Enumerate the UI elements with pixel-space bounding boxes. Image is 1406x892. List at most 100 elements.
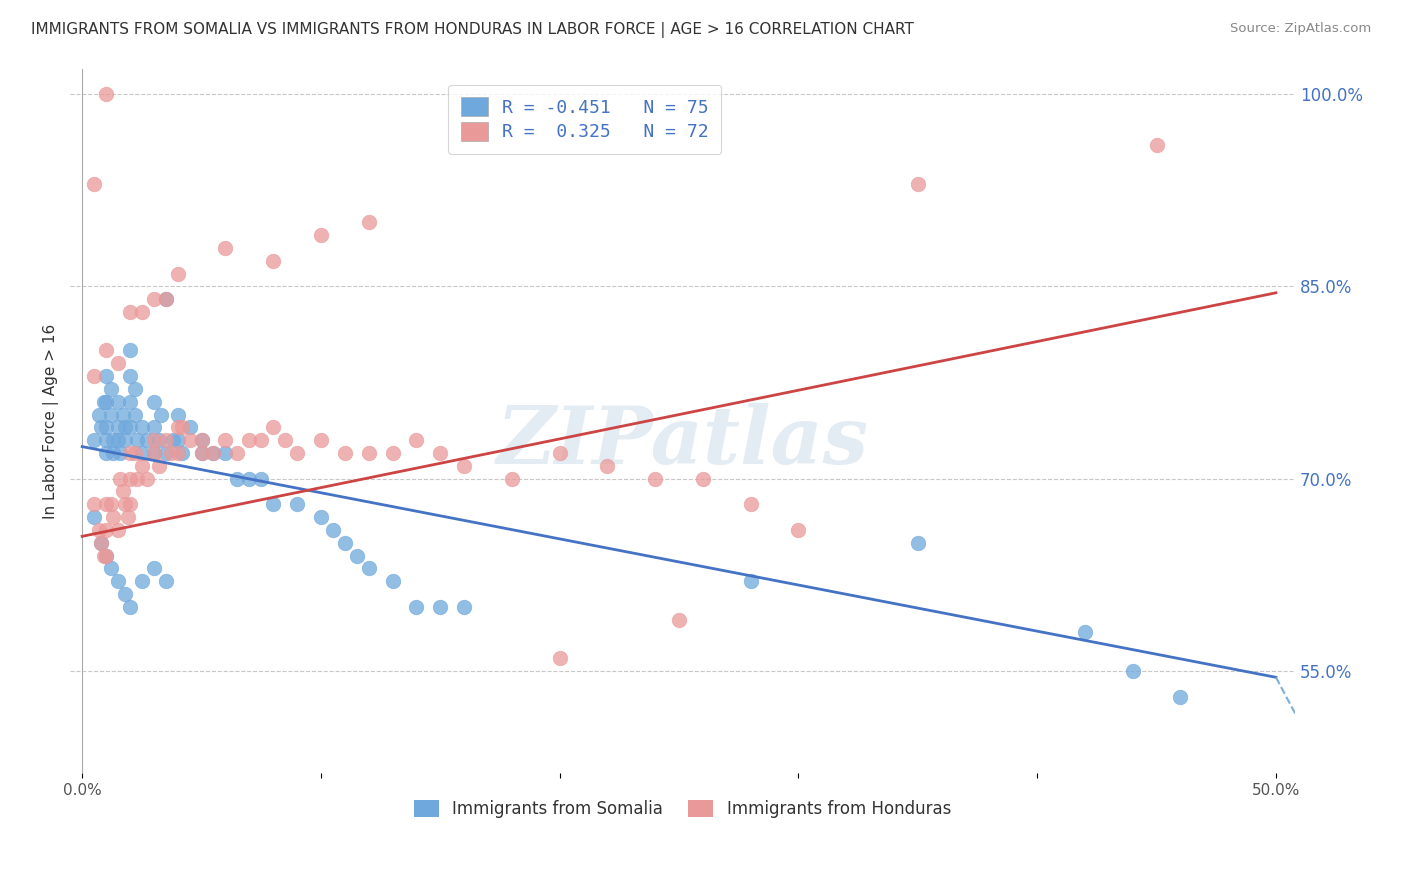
Point xyxy=(93,549,115,563)
Point xyxy=(107,420,129,434)
Point xyxy=(94,549,117,563)
Point xyxy=(83,497,105,511)
Point xyxy=(453,458,475,473)
Point xyxy=(226,472,249,486)
Point xyxy=(190,433,212,447)
Point xyxy=(117,510,139,524)
Point xyxy=(159,446,181,460)
Point xyxy=(131,446,153,460)
Legend: Immigrants from Somalia, Immigrants from Honduras: Immigrants from Somalia, Immigrants from… xyxy=(408,794,957,825)
Point xyxy=(190,446,212,460)
Point xyxy=(190,446,212,460)
Point xyxy=(155,446,177,460)
Point xyxy=(83,433,105,447)
Point xyxy=(107,574,129,589)
Point xyxy=(114,497,136,511)
Text: Source: ZipAtlas.com: Source: ZipAtlas.com xyxy=(1230,22,1371,36)
Point xyxy=(94,523,117,537)
Point xyxy=(124,408,146,422)
Point xyxy=(107,356,129,370)
Point xyxy=(166,446,188,460)
Point xyxy=(114,420,136,434)
Point xyxy=(100,382,122,396)
Point xyxy=(262,497,284,511)
Point xyxy=(118,446,141,460)
Point xyxy=(142,561,165,575)
Point xyxy=(110,446,132,460)
Point xyxy=(226,446,249,460)
Y-axis label: In Labor Force | Age > 16: In Labor Force | Age > 16 xyxy=(44,324,59,518)
Point xyxy=(103,433,125,447)
Point xyxy=(118,497,141,511)
Point xyxy=(118,343,141,358)
Point xyxy=(148,433,170,447)
Point xyxy=(135,433,157,447)
Point xyxy=(94,497,117,511)
Point xyxy=(142,446,165,460)
Point xyxy=(118,420,141,434)
Point xyxy=(596,458,619,473)
Point xyxy=(214,241,236,255)
Point xyxy=(250,472,273,486)
Point xyxy=(94,87,117,102)
Point xyxy=(135,472,157,486)
Point xyxy=(692,472,714,486)
Point xyxy=(107,523,129,537)
Point xyxy=(148,458,170,473)
Point xyxy=(238,472,260,486)
Point xyxy=(1122,664,1144,678)
Point xyxy=(100,561,122,575)
Point xyxy=(907,535,929,549)
Point xyxy=(107,433,129,447)
Point xyxy=(1146,138,1168,153)
Point xyxy=(166,267,188,281)
Point xyxy=(125,433,148,447)
Point xyxy=(124,382,146,396)
Point xyxy=(94,433,117,447)
Point xyxy=(142,433,165,447)
Point xyxy=(644,472,666,486)
Point xyxy=(429,446,451,460)
Point xyxy=(346,549,368,563)
Point xyxy=(93,394,115,409)
Point xyxy=(381,574,404,589)
Point xyxy=(179,433,201,447)
Point xyxy=(118,305,141,319)
Point xyxy=(87,408,110,422)
Point xyxy=(142,446,165,460)
Point xyxy=(87,523,110,537)
Point xyxy=(172,446,194,460)
Point xyxy=(214,433,236,447)
Point xyxy=(142,292,165,306)
Point xyxy=(1074,625,1097,640)
Point xyxy=(405,433,427,447)
Point xyxy=(214,446,236,460)
Point xyxy=(357,446,380,460)
Point xyxy=(787,523,810,537)
Text: IMMIGRANTS FROM SOMALIA VS IMMIGRANTS FROM HONDURAS IN LABOR FORCE | AGE > 16 CO: IMMIGRANTS FROM SOMALIA VS IMMIGRANTS FR… xyxy=(31,22,914,38)
Point xyxy=(429,599,451,614)
Point xyxy=(142,394,165,409)
Point xyxy=(668,613,690,627)
Point xyxy=(179,420,201,434)
Point xyxy=(131,420,153,434)
Point xyxy=(501,472,523,486)
Point xyxy=(238,433,260,447)
Point xyxy=(166,420,188,434)
Point xyxy=(125,472,148,486)
Point xyxy=(100,408,122,422)
Point xyxy=(83,177,105,191)
Point xyxy=(453,599,475,614)
Point xyxy=(548,446,571,460)
Point xyxy=(405,599,427,614)
Point xyxy=(155,433,177,447)
Point xyxy=(172,420,194,434)
Point xyxy=(111,484,134,499)
Point xyxy=(262,420,284,434)
Text: ZIPatlas: ZIPatlas xyxy=(496,403,869,481)
Point xyxy=(1170,690,1192,704)
Point xyxy=(100,497,122,511)
Point xyxy=(381,446,404,460)
Point xyxy=(90,420,112,434)
Point xyxy=(322,523,344,537)
